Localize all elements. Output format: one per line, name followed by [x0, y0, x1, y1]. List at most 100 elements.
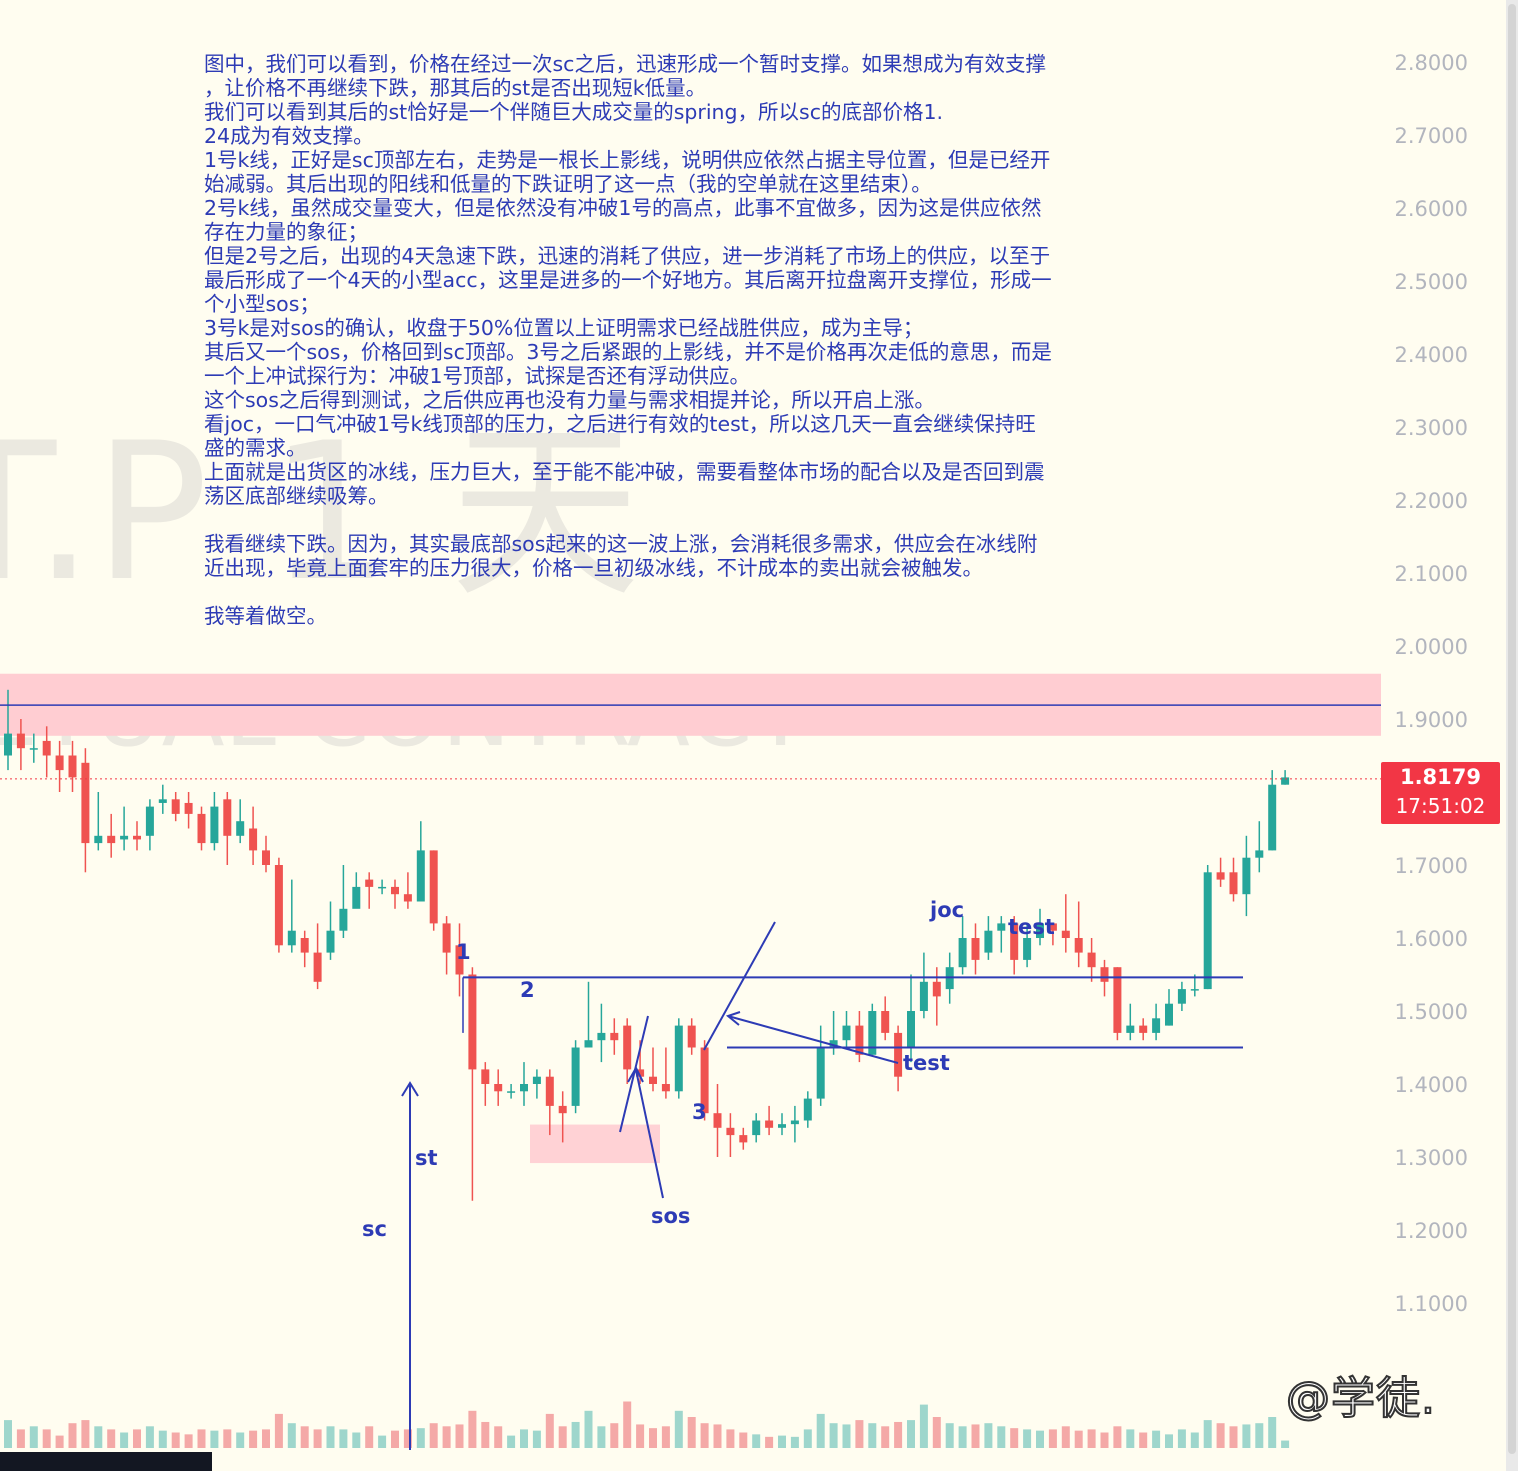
candle-body[interactable] — [1255, 850, 1264, 858]
candle-body[interactable] — [1048, 923, 1057, 931]
candle-body[interactable] — [274, 865, 283, 946]
candle-body[interactable] — [287, 930, 296, 946]
candle-body[interactable] — [558, 1105, 567, 1114]
candle-body[interactable] — [700, 1047, 709, 1114]
candle-body[interactable] — [81, 762, 90, 844]
candles[interactable] — [4, 689, 1290, 1201]
candle-body[interactable] — [94, 835, 103, 844]
candle-body[interactable] — [636, 1069, 645, 1077]
candle-body[interactable] — [429, 850, 438, 924]
candle-body[interactable] — [184, 802, 193, 814]
candle-body[interactable] — [584, 1040, 593, 1048]
candle-body[interactable] — [726, 1127, 735, 1136]
candle-body[interactable] — [300, 938, 309, 953]
candle-body[interactable] — [339, 908, 348, 931]
candle-body[interactable] — [984, 930, 993, 953]
candle-body[interactable] — [1139, 1025, 1148, 1033]
candle-body[interactable] — [197, 813, 206, 844]
drawings[interactable] — [0, 704, 1381, 1450]
candle-body[interactable] — [313, 952, 322, 982]
candle-body[interactable] — [481, 1069, 490, 1084]
candle-body[interactable] — [365, 879, 374, 887]
candle-body[interactable] — [16, 733, 25, 749]
candle-body[interactable] — [326, 930, 335, 953]
price-axis[interactable]: 2.8000 2.7000 2.6000 2.5000 2.4000 2.3000 2.20… — [1395, 51, 1506, 1316]
candle-body[interactable] — [158, 799, 167, 803]
candle-body[interactable] — [545, 1076, 554, 1106]
candle-body[interactable] — [790, 1120, 799, 1125]
candle-body[interactable] — [765, 1120, 774, 1128]
candle-body[interactable] — [958, 938, 967, 968]
candle-body[interactable] — [752, 1120, 761, 1136]
candle-body[interactable] — [1061, 930, 1070, 938]
candle-body[interactable] — [623, 1025, 632, 1070]
candle-body[interactable] — [507, 1091, 516, 1093]
candle-body[interactable] — [1216, 872, 1225, 880]
candle-body[interactable] — [842, 1025, 851, 1041]
candle-body[interactable] — [42, 740, 51, 756]
candle-body[interactable] — [403, 894, 412, 902]
candle-body[interactable] — [1242, 857, 1251, 895]
candle-body[interactable] — [1126, 1025, 1135, 1033]
candle-body[interactable] — [378, 886, 387, 889]
candle-body[interactable] — [416, 850, 425, 902]
candle-body[interactable] — [971, 938, 980, 960]
candle-body[interactable] — [29, 748, 38, 750]
candle-body[interactable] — [236, 821, 245, 836]
candle-body[interactable] — [997, 923, 1006, 931]
candle-body[interactable] — [4, 733, 12, 756]
candle-body[interactable] — [494, 1084, 503, 1092]
candle-body[interactable] — [610, 1032, 619, 1041]
candle-body[interactable] — [145, 806, 154, 836]
candle-body[interactable] — [1177, 989, 1186, 1004]
candle-body[interactable] — [649, 1076, 657, 1084]
candle-body[interactable] — [687, 1025, 696, 1048]
candle-body[interactable] — [829, 1040, 838, 1048]
candle-body[interactable] — [1152, 1018, 1161, 1033]
candle-body[interactable] — [1165, 1003, 1173, 1026]
candle-body[interactable] — [249, 828, 258, 851]
candle-body[interactable] — [1229, 872, 1238, 895]
candle-body[interactable] — [855, 1025, 864, 1055]
candle-body[interactable] — [739, 1135, 748, 1143]
candle-body[interactable] — [1087, 952, 1096, 968]
candle-body[interactable] — [1113, 967, 1122, 1033]
candle-body[interactable] — [1036, 923, 1044, 938]
candle-body[interactable] — [1190, 989, 1199, 991]
candle-body[interactable] — [120, 835, 129, 840]
candle-body[interactable] — [391, 886, 399, 895]
candle-body[interactable] — [107, 835, 116, 844]
candle-body[interactable] — [55, 755, 64, 771]
candle-body[interactable] — [468, 974, 477, 1070]
candle-body[interactable] — [532, 1076, 541, 1084]
candle-body[interactable] — [1268, 784, 1277, 851]
candle-body[interactable] — [713, 1113, 722, 1128]
candle-body[interactable] — [171, 799, 180, 814]
candle-body[interactable] — [223, 799, 232, 836]
candle-body[interactable] — [907, 1011, 915, 1048]
candle-body[interactable] — [894, 1032, 903, 1077]
candle-body[interactable] — [455, 945, 464, 975]
candle-body[interactable] — [352, 886, 361, 909]
candle-body[interactable] — [932, 981, 941, 997]
candle-body[interactable] — [1010, 923, 1019, 960]
candle-body[interactable] — [868, 1011, 877, 1055]
candle-body[interactable] — [597, 1032, 606, 1041]
candle-body[interactable] — [881, 1011, 890, 1033]
candle-body[interactable] — [571, 1047, 580, 1106]
candle-body[interactable] — [1023, 938, 1032, 960]
candle-body[interactable] — [1281, 777, 1290, 785]
candle-body[interactable] — [262, 850, 270, 865]
candle-body[interactable] — [674, 1025, 683, 1092]
candle-body[interactable] — [1074, 938, 1083, 953]
scrollbar-thumb[interactable] — [1508, 4, 1516, 1454]
candle-body[interactable] — [520, 1084, 528, 1092]
candle-body[interactable] — [919, 981, 928, 1011]
candle-body[interactable] — [442, 923, 451, 953]
toolbar-strip[interactable] — [0, 1452, 212, 1471]
candle-body[interactable] — [68, 755, 77, 778]
candle-body[interactable] — [816, 1047, 825, 1099]
candle-body[interactable] — [1203, 872, 1212, 990]
candle-body[interactable] — [133, 835, 141, 840]
